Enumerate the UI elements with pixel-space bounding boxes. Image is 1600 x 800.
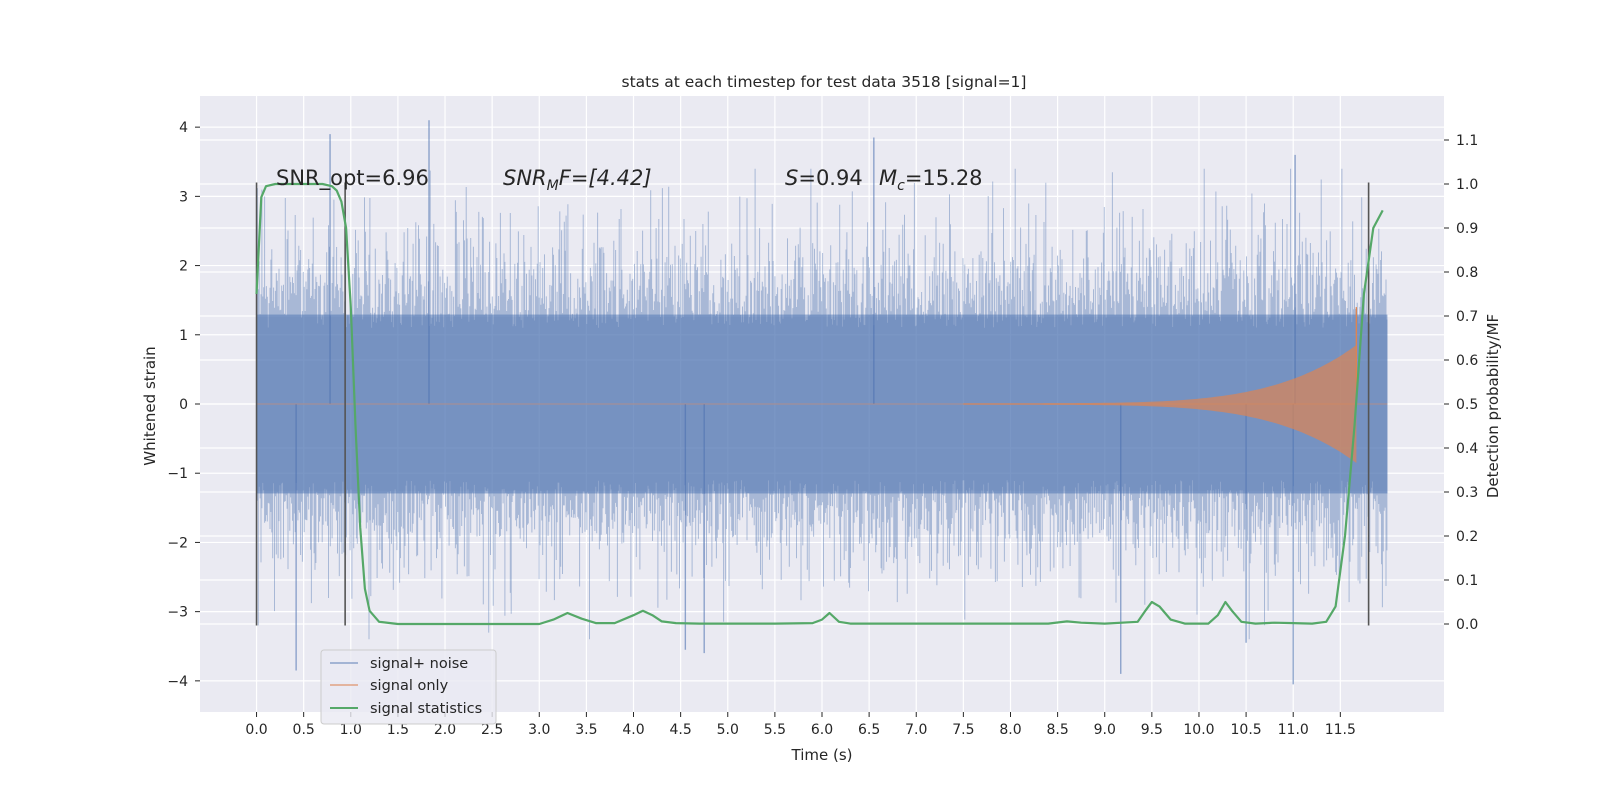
x-tick-label: 3.0 bbox=[528, 722, 550, 738]
x-axis-ticks: 0.0 0.5 1.0 1.5 2.0 2.5 3.0 3.5 4.0 4.5 5.0 5.5 6.0 6… bbox=[245, 712, 1356, 738]
annotation-s: S=0.94 bbox=[785, 166, 863, 190]
x-tick-label: 8.5 bbox=[1046, 722, 1068, 738]
y-tick-label: 0 bbox=[179, 397, 188, 413]
x-tick-label: 0.0 bbox=[245, 722, 267, 738]
statistics-line bbox=[255, 182, 1384, 626]
y-tick-label: 4 bbox=[179, 120, 188, 136]
x-axis-label: Time (s) bbox=[791, 746, 853, 764]
x-tick-label: 5.0 bbox=[717, 722, 739, 738]
annotation-snr-mf-sub: M bbox=[547, 178, 559, 194]
y-tick-label: −3 bbox=[167, 605, 188, 621]
x-tick-label: 11.0 bbox=[1278, 722, 1309, 738]
legend-box bbox=[320, 649, 497, 725]
legend-label-statistics: signal statistics bbox=[370, 701, 482, 717]
x-tick-label: 2.0 bbox=[434, 722, 456, 738]
x-tick-label: 1.5 bbox=[387, 722, 409, 738]
x-tick-label: 10.5 bbox=[1231, 722, 1262, 738]
legend-label-noise: signal+ noise bbox=[370, 656, 468, 672]
x-tick-label: 3.5 bbox=[575, 722, 597, 738]
annotation-snr-mf-math: SNR bbox=[503, 166, 547, 190]
y-tick-label: 3 bbox=[179, 189, 188, 205]
y-right-tick-label: 0.1 bbox=[1456, 573, 1478, 589]
x-tick-label: 9.0 bbox=[1094, 722, 1116, 738]
annotation-mc-math: M bbox=[879, 166, 897, 190]
x-tick-label: 4.0 bbox=[622, 722, 644, 738]
y-tick-label: 2 bbox=[179, 259, 188, 275]
y-right-tick-label: 0.5 bbox=[1456, 397, 1478, 413]
annotation-mc-rest: =15.28 bbox=[905, 166, 983, 190]
annotation-s-rest: =0.94 bbox=[798, 166, 862, 190]
chart-title: stats at each timestep for test data 351… bbox=[622, 73, 1027, 91]
x-tick-label: 9.5 bbox=[1141, 722, 1163, 738]
y-axis-right-label: Detection probability/MF bbox=[1484, 314, 1502, 498]
y-right-tick-label: 0.2 bbox=[1456, 529, 1478, 545]
y-right-tick-label: 1.0 bbox=[1456, 177, 1478, 193]
x-tick-label: 6.0 bbox=[811, 722, 833, 738]
x-tick-label: 11.5 bbox=[1325, 722, 1356, 738]
y-axis-label: Whitened strain bbox=[141, 346, 159, 465]
x-tick-label: 2.5 bbox=[481, 722, 503, 738]
annotation-mc: Mc=15.28 bbox=[879, 166, 983, 194]
annotation-mc-sub: c bbox=[897, 178, 905, 194]
y-right-tick-label: 0.0 bbox=[1456, 617, 1478, 633]
x-tick-label: 4.5 bbox=[670, 722, 692, 738]
y-tick-label: −4 bbox=[167, 674, 188, 690]
y-right-tick-label: 0.9 bbox=[1456, 221, 1478, 237]
x-tick-label: 8.0 bbox=[999, 722, 1021, 738]
y-right-tick-label: 0.3 bbox=[1456, 485, 1478, 501]
y-tick-label: −1 bbox=[167, 466, 188, 482]
x-tick-label: 0.5 bbox=[293, 722, 315, 738]
x-tick-label: 7.0 bbox=[905, 722, 927, 738]
y-tick-label: 1 bbox=[179, 328, 188, 344]
x-tick-label: 6.5 bbox=[858, 722, 880, 738]
y-axis-right-ticks: 0.0 0.1 0.2 0.3 0.4 0.5 0.6 0.7 0.8 0.9 1.0 1.1 bbox=[1444, 133, 1478, 633]
statistics-series bbox=[255, 182, 1384, 626]
annotation-snr-mf-rest: F=[4.42] bbox=[559, 166, 652, 190]
y-axis-ticks: −4 −3 −2 −1 0 1 2 3 4 bbox=[167, 120, 200, 690]
x-tick-label: 5.5 bbox=[764, 722, 786, 738]
annotation-snr-opt: SNR_opt=6.96 bbox=[276, 166, 429, 191]
annotation-s-math: S bbox=[785, 166, 798, 190]
y-right-tick-label: 0.6 bbox=[1456, 353, 1478, 369]
x-tick-label: 1.0 bbox=[340, 722, 362, 738]
y-right-tick-label: 1.1 bbox=[1456, 133, 1478, 149]
x-tick-label: 7.5 bbox=[952, 722, 974, 738]
x-tick-label: 10.0 bbox=[1183, 722, 1214, 738]
y-right-tick-label: 0.7 bbox=[1456, 309, 1478, 325]
y-right-tick-label: 0.8 bbox=[1456, 265, 1478, 281]
annotation-snr-mf: SNRMF=[4.42] bbox=[503, 166, 652, 194]
y-right-tick-label: 0.4 bbox=[1456, 441, 1478, 457]
legend-label-signal: signal only bbox=[370, 678, 449, 694]
legend: signal+ noise signal only signal statist… bbox=[320, 649, 497, 725]
y-tick-label: −2 bbox=[167, 535, 188, 551]
